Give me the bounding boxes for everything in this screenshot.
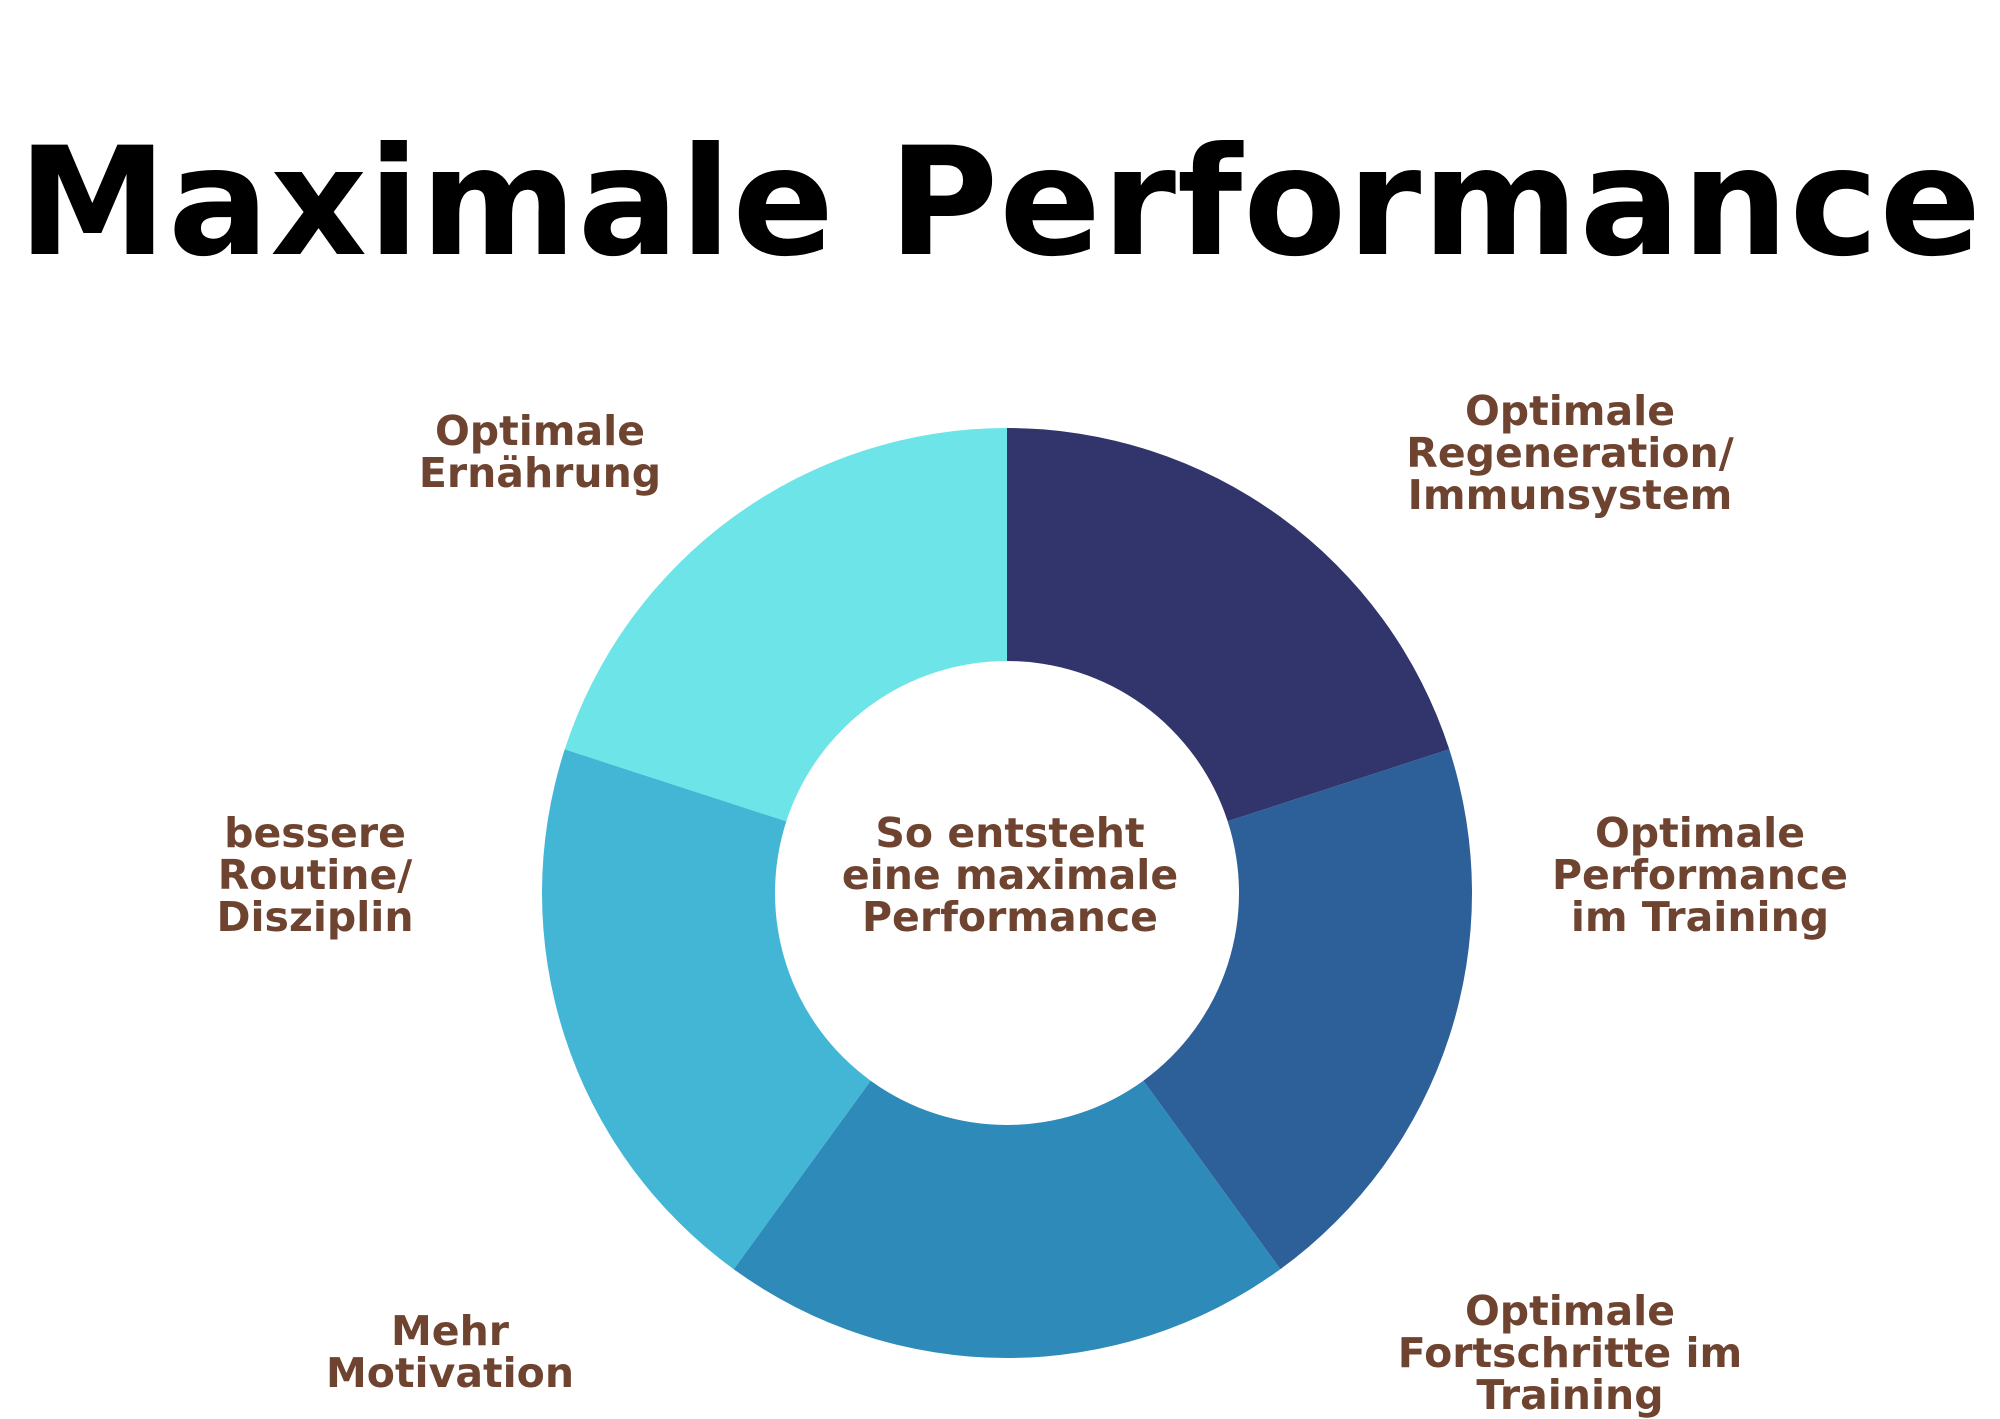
label-line: im Training	[1570, 893, 1830, 941]
label-line: Ernährung	[418, 449, 662, 497]
label-ernaehrung: Optimale Ernährung	[390, 410, 690, 494]
label-line: Regeneration/	[1406, 429, 1734, 477]
center-line: eine maximale	[841, 851, 1179, 899]
segment-performance-training	[1143, 749, 1472, 1270]
label-line: Training	[1476, 1371, 1664, 1419]
label-line: Immunsystem	[1407, 471, 1733, 519]
label-line: Routine/	[217, 851, 413, 899]
segment-regeneration	[1007, 428, 1450, 822]
center-line: Performance	[862, 893, 1158, 941]
label-routine: bessere Routine/ Disziplin	[175, 812, 455, 938]
page-title: Maximale Performance	[17, 116, 1983, 290]
center-line: So entsteht	[875, 809, 1145, 857]
label-line: Performance	[1552, 851, 1848, 899]
label-line: Fortschritte im	[1397, 1329, 1743, 1377]
label-line: Mehr	[390, 1307, 509, 1355]
label-line: Disziplin	[216, 893, 414, 941]
segment-motivation	[542, 749, 871, 1270]
label-fortschritte: Optimale Fortschritte im Training	[1370, 1290, 1770, 1416]
label-regeneration: Optimale Regeneration/ Immunsystem	[1370, 390, 1770, 516]
segment-fortschritte	[733, 1080, 1281, 1358]
label-line: Optimale	[434, 407, 646, 455]
label-line: bessere	[224, 809, 406, 857]
label-line: Optimale	[1464, 387, 1676, 435]
label-line: Optimale	[1594, 809, 1806, 857]
segment-routine	[564, 428, 1007, 822]
label-line: Motivation	[325, 1349, 575, 1397]
center-label: So entsteht eine maximale Performance	[800, 812, 1220, 938]
label-motivation: Mehr Motivation	[290, 1310, 610, 1394]
label-line: Optimale	[1464, 1287, 1676, 1335]
label-performance-training: Optimale Performance im Training	[1520, 812, 1880, 938]
